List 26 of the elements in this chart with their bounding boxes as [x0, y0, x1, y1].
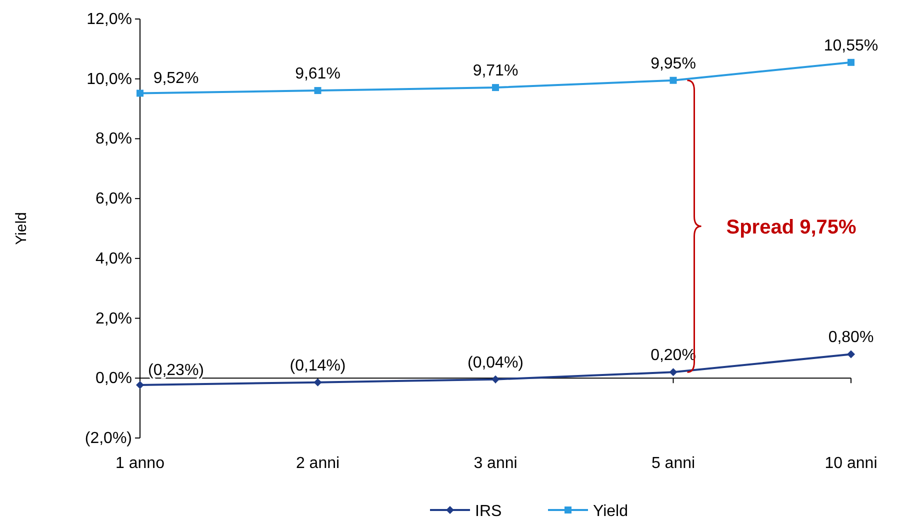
- y-tick-label: 12,0%: [86, 11, 132, 28]
- data-label: 0,80%: [828, 329, 874, 346]
- x-tick-label: 3 anni: [474, 455, 518, 472]
- data-label: 9,95%: [650, 55, 696, 72]
- data-label: (0,23%): [148, 362, 204, 380]
- data-label: (0,14%): [290, 357, 346, 374]
- data-label: (0,04%): [467, 354, 524, 372]
- y-tick-label: 0,0%: [96, 370, 132, 388]
- annotation: Spread 9,75%: [726, 216, 857, 238]
- data-label: 9,71%: [472, 62, 518, 80]
- y-tick-label: (2,0%): [84, 430, 132, 447]
- y-axis-title: Yield: [13, 212, 30, 245]
- legend-label: IRS: [475, 503, 502, 519]
- legend-label: Yield: [593, 503, 628, 519]
- y-tick-label: 6,0%: [96, 190, 132, 208]
- y-tick-label: 4,0%: [96, 250, 132, 268]
- x-tick-label: 2 anni: [296, 455, 340, 472]
- data-label: 9,52%: [153, 70, 199, 88]
- x-tick-label: 10 anni: [824, 455, 878, 472]
- data-label: 10,55%: [824, 37, 878, 54]
- x-tick-label: 5 anni: [651, 455, 696, 472]
- y-tick-label: 8,0%: [96, 130, 132, 148]
- x-tick-label: 1 anno: [116, 455, 165, 472]
- y-tick-label: 2,0%: [96, 310, 132, 328]
- data-label: 9,61%: [295, 66, 340, 83]
- y-tick-label: 10,0%: [86, 70, 132, 88]
